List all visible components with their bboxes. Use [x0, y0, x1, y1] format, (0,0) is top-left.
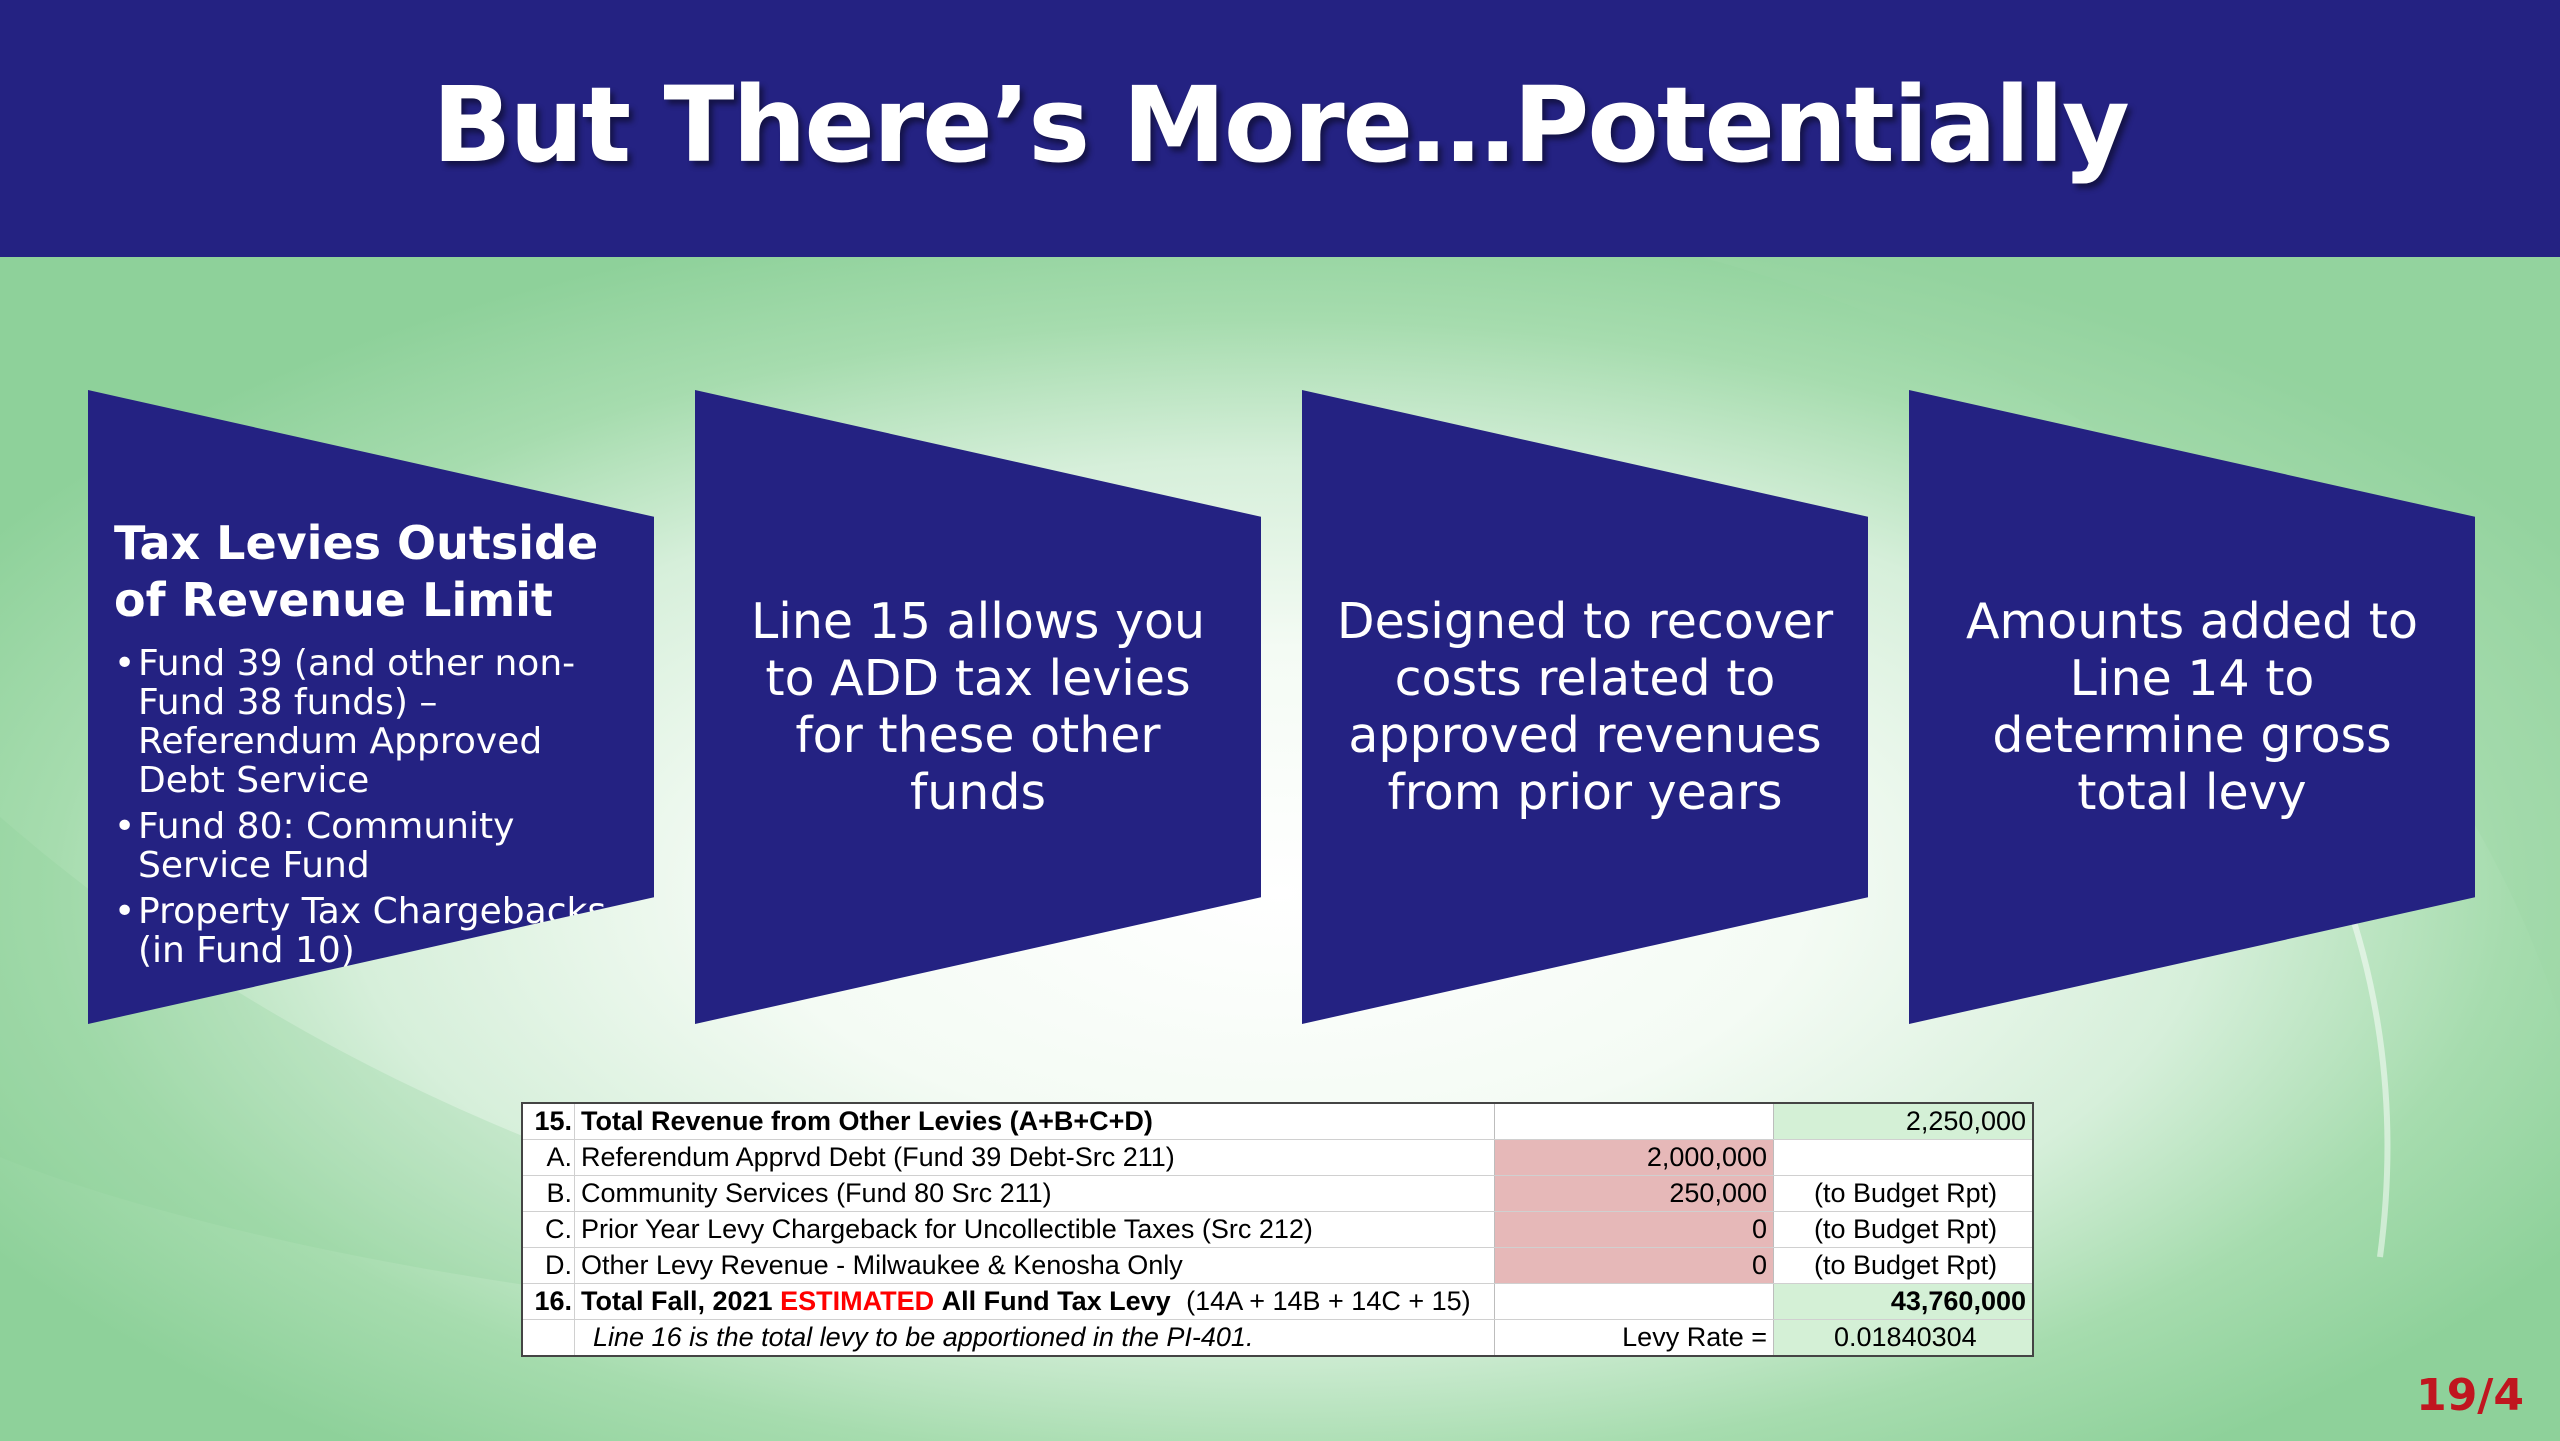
formula-text: (14A + 14B + 14C + 15) [1186, 1286, 1471, 1316]
amount-cell: 250,000 [1494, 1175, 1774, 1212]
title-bar: But There’s More…Potentially [0, 0, 2560, 257]
levy-rate-label: Levy Rate = [1494, 1319, 1774, 1357]
label-part: All Fund Tax Levy [941, 1286, 1171, 1316]
table-row-b: B. Community Services (Fund 80 Src 211) … [522, 1175, 2033, 1212]
row-label: Referendum Apprvd Debt (Fund 39 Debt-Src… [574, 1139, 1495, 1176]
slide-title: But There’s More…Potentially [432, 63, 2130, 186]
label-part: Total Fall, 2021 [581, 1286, 773, 1316]
row-letter: D. [522, 1247, 575, 1284]
row-label: Prior Year Levy Chargeback for Uncollect… [574, 1211, 1495, 1248]
bullet-fund-80: Fund 80: Community Service Fund [114, 807, 634, 885]
panel-designed-to-recover: Designed to recover costs related to app… [1302, 390, 1868, 1024]
panel-text: Line 15 allows you to ADD tax levies for… [750, 593, 1206, 821]
amount-cell: 2,000,000 [1494, 1139, 1774, 1176]
row-letter: B. [522, 1175, 575, 1212]
table-row-15: 15. Total Revenue from Other Levies (A+B… [522, 1103, 2033, 1140]
row-label: Total Fall, 2021 ESTIMATED All Fund Tax … [574, 1283, 1495, 1320]
note-cell: (to Budget Rpt) [1773, 1175, 2033, 1212]
total-levy-cell: 43,760,000 [1773, 1283, 2033, 1320]
bullet-chargebacks: Property Tax Chargebacks (in Fund 10) [114, 892, 634, 970]
bullet-fund-39: Fund 39 (and other non-Fund 38 funds) – … [114, 644, 634, 800]
levy-table: 15. Total Revenue from Other Levies (A+B… [521, 1102, 2034, 1357]
row-letter: A. [522, 1139, 575, 1176]
panel-text: Designed to recover costs related to app… [1336, 593, 1834, 821]
amount-cell [1494, 1283, 1774, 1320]
note-cell: (to Budget Rpt) [1773, 1211, 2033, 1248]
panel-heading: Tax Levies Outside of Revenue Limit [114, 516, 599, 627]
row-label: Total Revenue from Other Levies (A+B+C+D… [574, 1103, 1495, 1140]
row-letter: C. [522, 1211, 575, 1248]
table-row-a: A. Referendum Apprvd Debt (Fund 39 Debt-… [522, 1139, 2033, 1176]
table-row-16: 16. Total Fall, 2021 ESTIMATED All Fund … [522, 1283, 2033, 1320]
estimated-label: ESTIMATED [780, 1286, 935, 1316]
row-number: 16. [522, 1283, 575, 1320]
amount-cell [1494, 1103, 1774, 1140]
table-row-c: C. Prior Year Levy Chargeback for Uncoll… [522, 1211, 2033, 1248]
row-number: 15. [522, 1103, 575, 1140]
panel-tax-levies: Tax Levies Outside of Revenue Limit Fund… [88, 390, 654, 1024]
panel-line-15: Line 15 allows you to ADD tax levies for… [695, 390, 1261, 1024]
table-row-footer: Line 16 is the total levy to be apportio… [522, 1319, 2033, 1357]
levy-rate-value: 0.01840304 [1773, 1319, 2033, 1357]
amount-cell: 0 [1494, 1247, 1774, 1284]
note-cell: (to Budget Rpt) [1773, 1247, 2033, 1284]
panel-text: Amounts added to Line 14 to determine gr… [1966, 593, 2418, 821]
total-cell: 2,250,000 [1773, 1103, 2033, 1140]
panel-bullet-list: Fund 39 (and other non-Fund 38 funds) – … [114, 644, 634, 977]
row-label: Other Levy Revenue - Milwaukee & Kenosha… [574, 1247, 1495, 1284]
amount-cell: 0 [1494, 1211, 1774, 1248]
table-row-d: D. Other Levy Revenue - Milwaukee & Keno… [522, 1247, 2033, 1284]
row-label: Community Services (Fund 80 Src 211) [574, 1175, 1495, 1212]
footer-note: Line 16 is the total levy to be apportio… [574, 1319, 1495, 1357]
page-number: 19/4 [2416, 1370, 2524, 1421]
note-cell [1773, 1139, 2033, 1176]
